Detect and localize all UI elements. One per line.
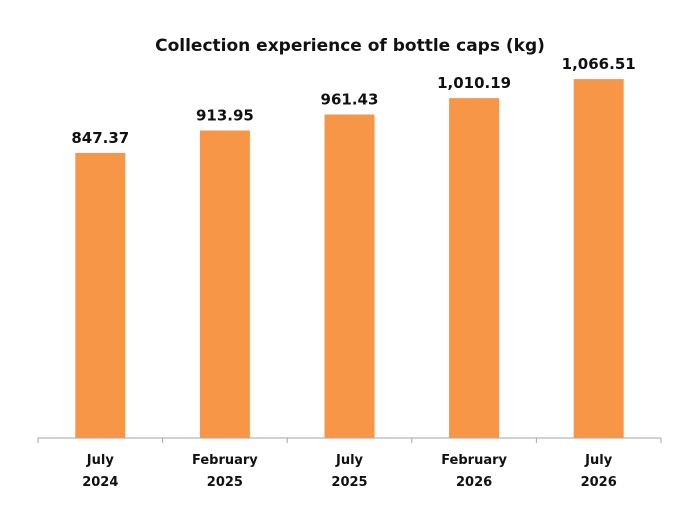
x-tick-label-0-1: 2024 <box>82 475 118 490</box>
bar-0 <box>75 152 126 438</box>
bar-3 <box>449 98 500 438</box>
bar-4 <box>573 79 624 438</box>
bar-2 <box>324 114 375 438</box>
x-tick-label-4-1: 2026 <box>581 475 617 490</box>
x-tick-label-1-0: February <box>192 453 258 468</box>
bar-1 <box>199 130 250 438</box>
x-tick-label-3-0: February <box>441 453 507 468</box>
data-label-2: 961.43 <box>321 91 379 109</box>
x-tick-label-2-0: July <box>335 453 364 468</box>
data-label-0: 847.37 <box>71 129 129 147</box>
data-label-1: 913.95 <box>196 107 254 125</box>
x-tick-label-3-1: 2026 <box>456 475 492 490</box>
data-label-4: 1,066.51 <box>562 55 636 73</box>
chart-title: Collection experience of bottle caps (kg… <box>155 36 545 56</box>
x-tick-label-2-1: 2025 <box>331 475 367 490</box>
x-tick-label-1-1: 2025 <box>207 475 243 490</box>
x-tick-label-0-0: July <box>86 453 115 468</box>
data-label-3: 1,010.19 <box>437 74 511 92</box>
x-tick-label-4-0: July <box>584 453 613 468</box>
